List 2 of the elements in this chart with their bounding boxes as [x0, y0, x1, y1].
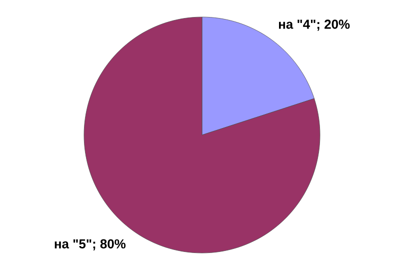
slice-label: на "5"; 80%: [54, 239, 126, 250]
slice-label: на "4"; 20%: [279, 20, 350, 31]
